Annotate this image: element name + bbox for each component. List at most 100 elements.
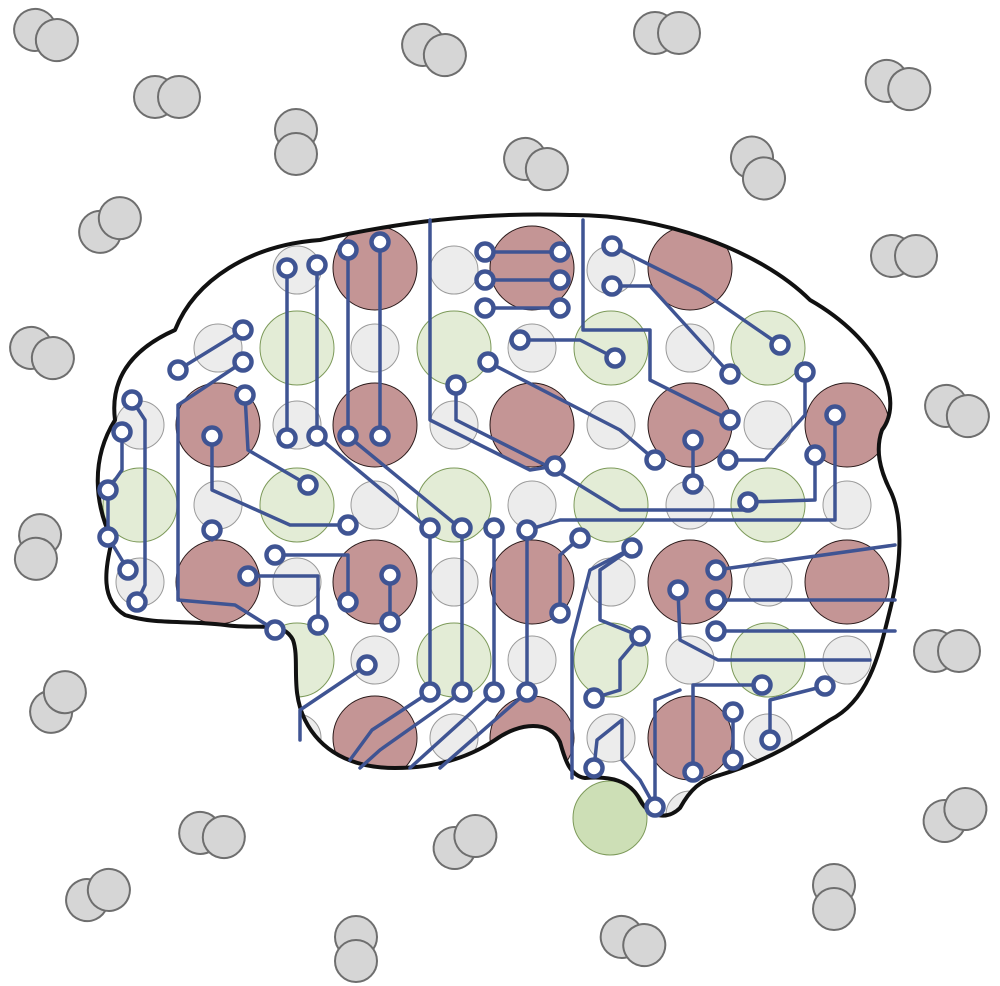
circuit-pad-icon [682,429,704,451]
molecule-icon [274,108,318,176]
circuit-trace-icon [518,338,617,360]
neuron-node-icon [429,557,479,607]
circuit-pad-icon [722,701,744,723]
molecule-icon [29,670,87,734]
circuit-pad-icon [604,347,626,369]
circuit-pad-icon [117,559,139,581]
circuit-pad-icon [751,674,773,696]
circuit-trace-icon [714,543,897,572]
circuit-pad-icon [307,614,329,636]
neuron-node-icon [272,713,322,763]
circuit-trace-icon [592,634,642,700]
circuit-trace-icon [210,434,350,527]
molecule-icon [922,787,988,843]
circuit-trace-icon [726,370,807,462]
circuit-pad-icon [719,409,741,431]
molecule-icon [65,867,131,923]
neuron-node-icon [665,635,715,685]
circuit-trace-icon [525,413,837,532]
circuit-pad-icon [201,425,223,447]
circuit-trace-icon [653,688,682,809]
circuit-pad-icon [97,479,119,501]
circuit-pad-icon [201,519,223,541]
circuit-pad-icon [276,257,298,279]
circuit-pad-icon [232,351,254,373]
molecule-icon [870,234,938,278]
circuit-pad-icon [549,297,571,319]
circuit-trace-icon [768,684,827,742]
molecule-icon [9,325,75,381]
circuit-pad-icon [549,602,571,624]
circuit-pad-icon [644,796,666,818]
circuit-pad-icon [621,537,643,559]
circuit-pad-icon [306,254,328,276]
molecule-icon [812,863,856,931]
circuit-pad-icon [264,544,286,566]
molecule-icon [913,629,981,673]
circuit-pad-icon [111,421,133,443]
circuit-trace-icon [358,690,464,770]
neuron-node-icon [804,539,890,625]
circuit-pad-icon [264,619,286,641]
circuit-pad-icon [824,404,846,426]
circuit-pad-icon [516,519,538,541]
circuit-trace-icon [348,690,432,762]
neuron-node-icon [175,382,261,468]
neuron-node-icon [743,400,793,450]
molecule-icon [864,58,932,112]
circuit-pad-icon [759,729,781,751]
circuit-pad-icon [483,681,505,703]
circuit-trace-icon [273,553,350,604]
circuit-pad-icon [544,455,566,477]
circuit-pad-icon [167,359,189,381]
circuit-pad-icon [667,579,689,601]
circuit-trace-icon [610,244,782,347]
circuit-pad-icon [722,749,744,771]
circuit-pad-icon [705,620,727,642]
circuit-pad-icon [445,374,467,396]
circuit-trace-icon [598,546,642,638]
circuit-pad-icon [337,425,359,447]
circuit-pad-icon [483,517,505,539]
circuit-trace-icon [438,690,529,770]
circuit-pad-icon [814,675,836,697]
circuit-pad-icon [379,611,401,633]
circuit-trace-icon [610,284,732,376]
circuit-pad-icon [644,449,666,471]
background-molecules [9,7,990,983]
circuit-traces [106,218,897,809]
circuit-pad-icon [682,473,704,495]
neuron-node-icon [416,310,492,386]
molecule-icon [334,915,378,983]
molecule-icon [432,814,498,870]
molecule-icon [730,135,786,201]
circuit-pad-icon [297,474,319,496]
circuit-trace-icon [176,360,277,632]
circuit-pad-icon [451,517,473,539]
circuit-pad-icon [583,687,605,709]
circuit-pad-icon [737,491,759,513]
circuit-pad-icon [97,526,119,548]
circuit-trace-icon [592,718,657,809]
neuron-node-icon [193,635,243,685]
circuit-pad-icon [369,425,391,447]
circuit-pad-icon [569,527,591,549]
circuit-pad-icon [276,427,298,449]
circuit-pad-icon [126,591,148,613]
circuit-pad-icon [705,559,727,581]
circuit-pad-icon [583,757,605,779]
circuit-trace-icon [428,218,557,472]
circuit-pad-icon [451,681,473,703]
neuron-node-icon [822,480,872,530]
stem-neuron-icon [572,780,648,856]
circuit-trace-icon [486,360,657,462]
circuit-pad-icon [474,269,496,291]
molecule-icon [633,11,701,55]
circuit-pad-icon [237,565,259,587]
circuit-pad-icon [356,654,378,676]
neuron-node-icon [665,323,715,373]
neuron-node-icon [272,557,322,607]
circuit-trace-icon [408,690,496,770]
neuron-node-icon [507,635,557,685]
